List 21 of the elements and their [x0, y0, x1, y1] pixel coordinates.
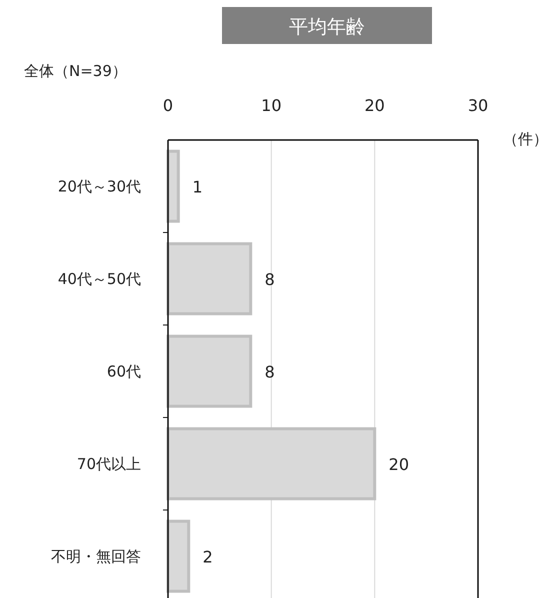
- x-tick-label: 30: [468, 96, 488, 115]
- chart-subtitle: 全体（N=39）: [24, 62, 127, 80]
- x-tick-label: 0: [162, 96, 174, 115]
- chart-title: 平均年齢: [289, 16, 365, 38]
- bar: [166, 242, 252, 316]
- data-label: 20: [388, 454, 410, 474]
- x-axis-title: （件）: [503, 130, 548, 148]
- x-tick-label: 10: [261, 96, 282, 115]
- y-tick-label: 20代～30代: [58, 177, 141, 196]
- y-tick-label: 70代以上: [76, 454, 141, 473]
- bar: [166, 520, 190, 593]
- data-label: 8: [264, 270, 275, 289]
- data-label: 1: [192, 177, 203, 196]
- x-tick-label: 20: [364, 96, 385, 115]
- y-tick-label: 40代～50代: [58, 270, 141, 288]
- bar: [166, 334, 252, 408]
- y-tick-label: 不明・無回答: [51, 547, 141, 566]
- y-tick-label: 60代: [106, 362, 141, 380]
- data-label: 2: [202, 547, 213, 566]
- bar: [166, 150, 180, 223]
- data-label: 8: [264, 362, 275, 382]
